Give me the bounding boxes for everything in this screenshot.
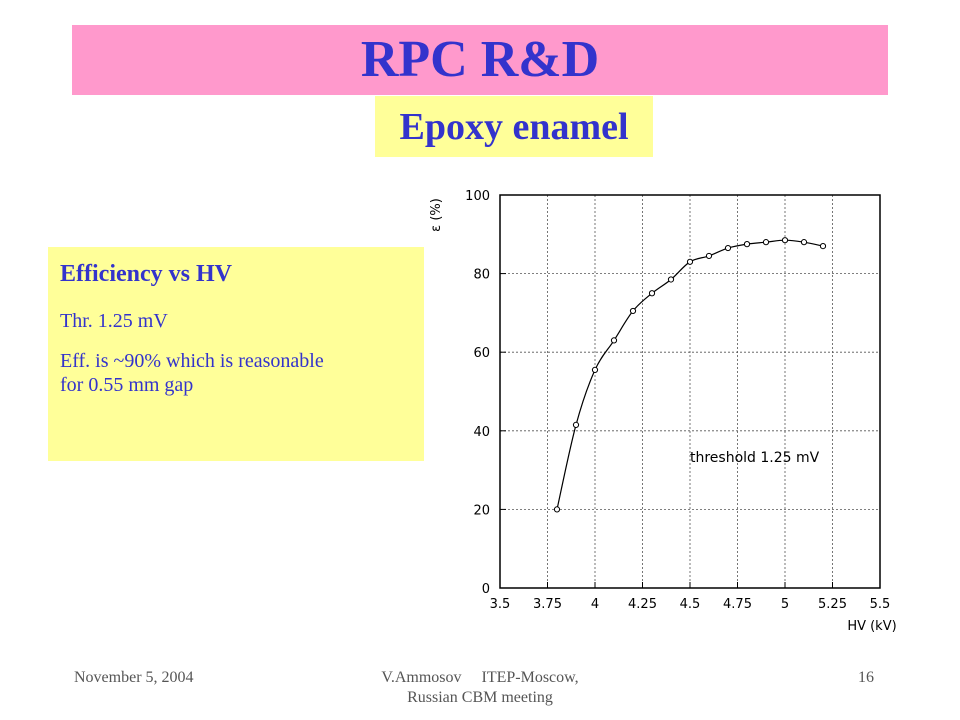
data-point [743,241,751,248]
info-box: Efficiency vs HV Thr. 1.25 mV Eff. is ~9… [48,247,424,461]
y-tick-label: 100 [465,189,490,204]
slide-title: RPC R&D [360,31,600,88]
info-threshold: Thr. 1.25 mV [60,310,168,332]
data-point [762,239,770,246]
data-point [686,258,694,265]
x-tick-label: 4.25 [628,597,657,612]
tick-layer: 3.5 3.75 4 4.25 4.5 4.75 5 5.25 5.5 0 20 40 60 80 100 [465,189,890,612]
page-number: 16 [858,669,874,686]
point-layer [553,237,827,513]
data-point [800,239,808,246]
slide-subtitle: Epoxy enamel [399,105,629,148]
footer-date: November 5, 2004 [74,669,194,686]
footer-author-line-2: Russian CBM meeting [407,689,553,706]
footer-author-line-1: V.Ammosov ITEP-Moscow, [381,669,579,686]
footer-author: V.Ammosov ITEP-Moscow, Russian CBM meeti… [280,668,680,708]
data-point [648,290,656,297]
y-tick-label: 40 [473,425,490,440]
y-tick-label: 20 [473,503,490,518]
data-point [724,244,732,252]
x-tick-label: 3.5 [490,597,511,612]
x-tick-label: 4.5 [680,597,701,612]
efficiency-chart: 3.5 3.75 4 4.25 4.5 4.75 5 5.25 5.5 0 20 40 60 80 100 … [426,178,920,640]
x-axis-label: HV (kV) [847,619,896,634]
efficiency-chart-svg: 3.5 3.75 4 4.25 4.5 4.75 5 5.25 5.5020406080100 … [429,189,897,634]
info-note-line-2: for 0.55 mm gap [60,374,194,396]
data-point [781,237,789,244]
data-point [667,276,675,283]
threshold-annotation: threshold 1.25 mV [690,450,820,466]
data-point [553,506,561,513]
data-point [591,366,599,373]
x-tick-label: 3.75 [533,597,562,612]
data-point [610,337,618,344]
x-tick-label: 5.5 [870,597,891,612]
data-point [705,252,713,260]
y-tick-label: 60 [473,346,490,361]
x-tick-label: 5 [781,597,789,612]
data-point [629,307,637,315]
data-point [819,242,827,250]
y-axis-label: ε (%) [429,198,444,232]
y-tick-label: 0 [482,582,490,597]
data-point [572,421,580,429]
subtitle-box: Epoxy enamel [375,96,653,157]
title-bar: RPC R&D [72,25,888,95]
info-note-line-1: Eff. is ~90% which is reasonable [60,350,324,372]
x-tick-label: 5.25 [818,597,847,612]
info-heading: Efficiency vs HV [60,261,232,287]
y-tick-label: 80 [473,268,490,283]
x-tick-label: 4.75 [723,597,752,612]
grid-layer [500,195,880,588]
x-tick-label: 4 [591,597,599,612]
